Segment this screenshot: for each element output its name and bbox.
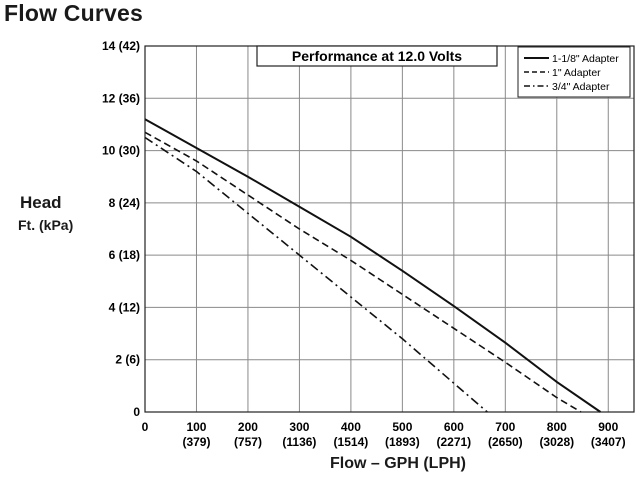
x-tick-sublabel: (3407) — [591, 435, 626, 449]
y-tick-label: 6 (18) — [109, 248, 140, 262]
x-tick-label: 0 — [142, 420, 149, 434]
y-tick-label: 0 — [133, 405, 140, 419]
y-tick-label: 8 (24) — [109, 196, 140, 210]
y-axis-label: Head — [20, 193, 62, 212]
x-tick-label: 200 — [238, 420, 258, 434]
legend: 1-1/8" Adapter 1" Adapter 3/4" Adapter — [517, 46, 631, 98]
x-tick-sublabel: (1136) — [282, 435, 316, 449]
x-tick-label: 500 — [392, 420, 412, 434]
series-line-1 — [144, 118, 602, 413]
x-axis-label: Flow – GPH (LPH) — [330, 455, 466, 472]
legend-label: 1" Adapter — [552, 67, 601, 79]
y-tick-label: 10 (30) — [102, 144, 140, 158]
x-tick-sublabel: (2650) — [488, 435, 523, 449]
x-tick-sublabel: (1514) — [334, 435, 369, 449]
x-tick-label: 700 — [495, 420, 515, 434]
legend-label: 1-1/8" Adapter — [552, 53, 619, 65]
x-tick-label: 300 — [289, 420, 309, 434]
y-tick-label: 4 (12) — [109, 300, 140, 314]
plot-frame — [144, 45, 635, 413]
tick-labels: 0 100(379) 200(757) 300(1136) 400(1514) 500(1… — [102, 39, 626, 449]
x-tick-label: 800 — [547, 420, 567, 434]
chart-title: Performance at 12.0 Volts — [292, 48, 462, 64]
series-lines — [144, 118, 602, 413]
y-axis-unit-label: Ft. (kPa) — [18, 217, 74, 233]
y-tick-label: 2 (6) — [115, 353, 140, 367]
x-tick-sublabel: (1893) — [385, 435, 420, 449]
y-tick-label: 12 (36) — [102, 91, 140, 105]
chart-title-box: Performance at 12.0 Volts — [256, 45, 498, 67]
series-line-3 — [144, 136, 488, 413]
x-tick-label: 400 — [341, 420, 361, 434]
legend-label: 3/4" Adapter — [552, 81, 610, 93]
x-tick-sublabel: (379) — [182, 435, 210, 449]
x-tick-label: 900 — [598, 420, 618, 434]
x-tick-sublabel: (2271) — [436, 435, 471, 449]
x-tick-label: 600 — [444, 420, 464, 434]
x-tick-sublabel: (3028) — [539, 435, 574, 449]
page-title: Flow Curves — [4, 0, 143, 26]
y-tick-label: 14 (42) — [102, 39, 140, 53]
x-tick-sublabel: (757) — [234, 435, 262, 449]
series-line-2 — [144, 131, 582, 413]
x-tick-label: 100 — [186, 420, 206, 434]
grid — [144, 45, 634, 413]
